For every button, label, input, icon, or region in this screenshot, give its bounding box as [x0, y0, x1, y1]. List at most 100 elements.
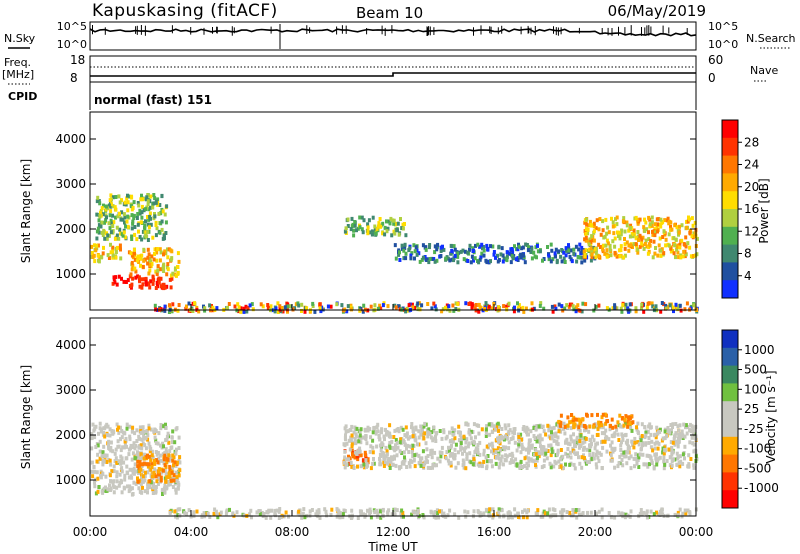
range-cell: [155, 226, 159, 231]
range-cell: [504, 426, 508, 431]
range-cell: [535, 255, 538, 260]
range-cell: [413, 256, 416, 261]
range-cell: [606, 241, 610, 246]
range-cell: [601, 219, 605, 224]
range-cell: [353, 455, 357, 460]
range-cell: [112, 464, 116, 469]
range-cell: [239, 309, 243, 314]
range-cell: [647, 424, 651, 429]
range-cell: [651, 229, 654, 234]
range-cell: [678, 454, 682, 459]
range-cell: [214, 509, 218, 514]
range-cell: [650, 459, 654, 464]
range-cell: [400, 514, 404, 519]
range-cell: [517, 242, 520, 247]
range-cell: [132, 213, 136, 218]
range-cell: [653, 446, 657, 451]
range-cell: [569, 513, 573, 518]
range-cell: [541, 258, 544, 263]
range-cell: [400, 508, 404, 513]
range-cell: [146, 222, 150, 227]
range-cell: [146, 482, 150, 487]
range-cell: [138, 211, 142, 216]
range-cell: [116, 245, 119, 250]
range-cell: [573, 417, 577, 422]
range-cell: [369, 304, 373, 309]
range-cell: [184, 306, 188, 311]
range-cell: [133, 456, 137, 461]
range-cell: [266, 305, 270, 310]
range-cell: [369, 444, 373, 449]
range-cell: [488, 507, 492, 512]
range-cell: [550, 430, 553, 435]
range-cell: [140, 210, 144, 215]
range-cell: [114, 447, 118, 452]
range-cell: [154, 458, 158, 463]
range-cell: [408, 246, 412, 251]
range-cell: [659, 253, 663, 258]
range-cell: [557, 249, 561, 254]
range-cell: [647, 242, 651, 247]
range-cell: [562, 256, 566, 261]
range-cell: [564, 248, 568, 253]
range-cell: [341, 515, 345, 520]
range-cell: [397, 429, 401, 434]
range-cell: [511, 454, 515, 459]
range-cell: [596, 455, 600, 460]
range-cell: [405, 431, 409, 436]
range-cell: [302, 507, 306, 512]
range-cell: [374, 231, 378, 236]
range-cell: [448, 308, 452, 313]
colorbar-segment: [722, 209, 738, 228]
range-cell: [567, 243, 570, 248]
range-cell: [610, 440, 614, 445]
range-cell: [631, 442, 635, 447]
range-cell: [260, 511, 264, 515]
range-cell: [131, 425, 135, 430]
range-cell: [650, 223, 654, 228]
range-cell: [492, 250, 496, 254]
range-cell: [395, 228, 399, 232]
time-xlabel: Time UT: [367, 540, 418, 554]
range-cell: [497, 456, 501, 461]
range-cell: [418, 307, 422, 312]
colorbar-tick-label: -1000: [744, 481, 779, 495]
range-cell: [127, 452, 131, 457]
range-cell: [146, 255, 150, 260]
range-cell: [423, 460, 427, 465]
range-cell: [444, 456, 448, 461]
range-cell: [96, 489, 100, 494]
range-cell: [113, 280, 117, 285]
range-cell: [517, 439, 521, 444]
range-cell: [578, 423, 582, 428]
range-cell: [635, 459, 639, 464]
range-cell: [143, 489, 147, 494]
range-cell: [170, 440, 174, 445]
range-cell: [362, 512, 365, 517]
range-cell: [123, 220, 126, 225]
range-cell: [157, 472, 160, 476]
beam-label: Beam 10: [356, 4, 423, 22]
range-cell: [583, 439, 587, 444]
range-cell: [644, 433, 648, 438]
range-cell: [467, 459, 471, 464]
range-cell: [146, 238, 150, 242]
range-cell: [380, 442, 384, 447]
range-cell: [487, 510, 491, 515]
range-cell: [390, 439, 394, 444]
range-cell: [451, 303, 455, 308]
range-cell: [125, 422, 129, 427]
range-cell: [624, 414, 628, 419]
range-cell: [280, 306, 284, 310]
range-cell: [121, 430, 125, 435]
range-cell: [605, 449, 609, 454]
range-cell: [160, 194, 164, 199]
range-cell: [133, 257, 137, 262]
range-cell: [353, 450, 357, 455]
range-cell: [102, 203, 105, 208]
range-cell: [568, 442, 572, 447]
range-cell: [611, 220, 615, 225]
range-cell: [549, 242, 553, 247]
range-cell: [433, 244, 437, 249]
range-cell: [415, 252, 419, 257]
